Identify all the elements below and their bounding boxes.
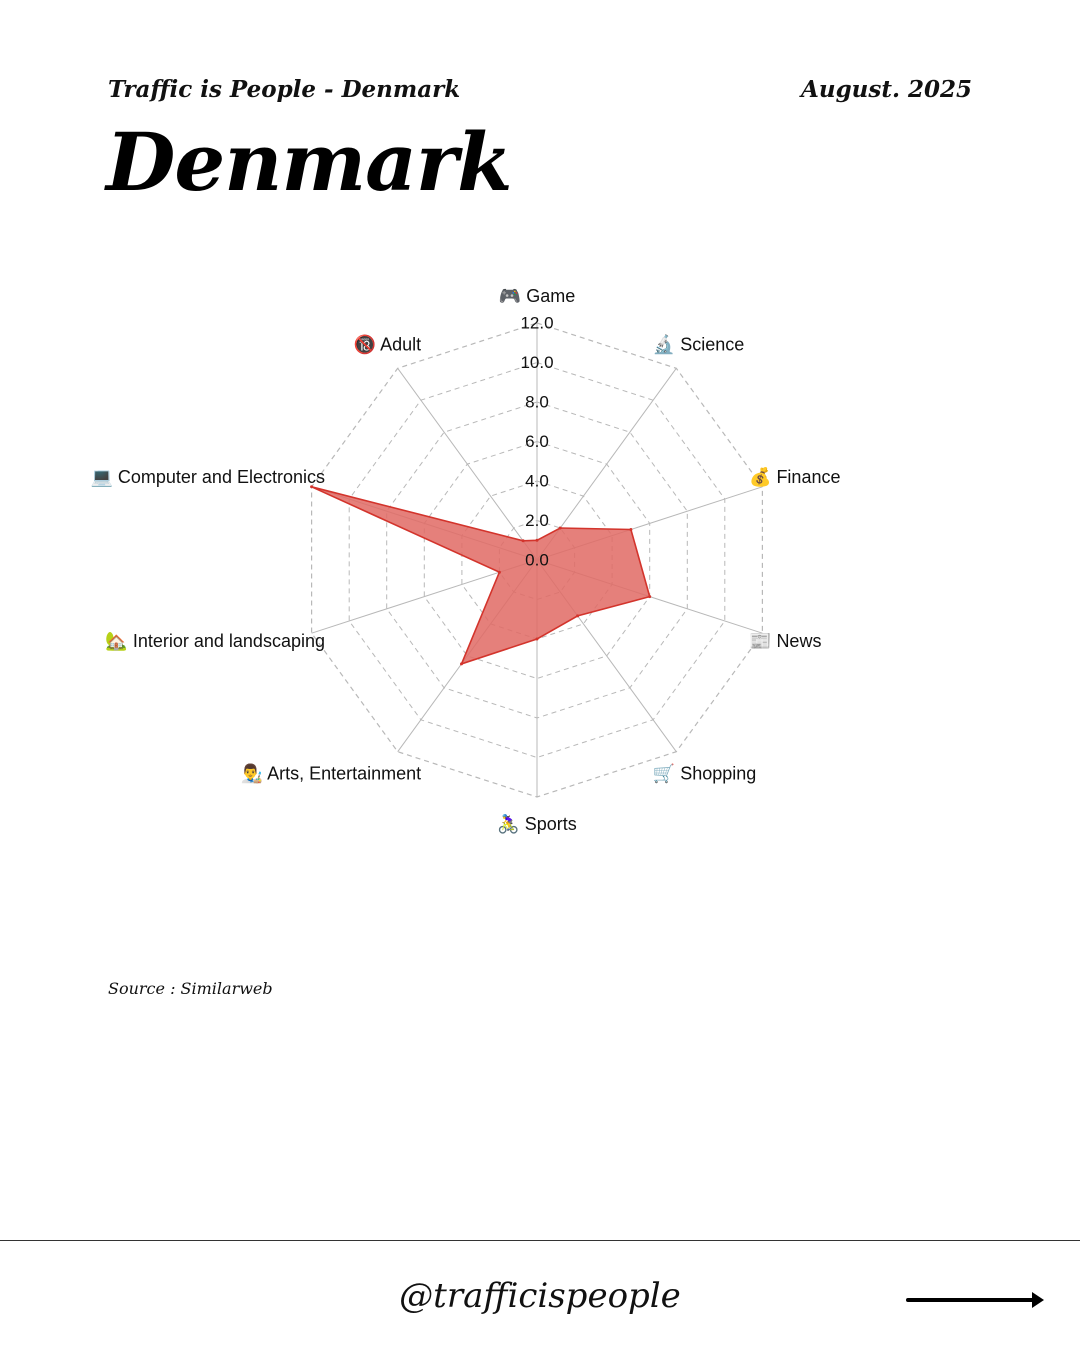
radar-axis-label-finance: 💰 Finance — [749, 466, 840, 488]
axis-label-text: Science — [680, 334, 744, 354]
radar-axis-label-computer-and-electronics: 💻 Computer and Electronics — [90, 467, 325, 487]
axis-label-text: Arts, Entertainment — [267, 763, 421, 783]
radar-axis-label-sports: 🚴‍♀️ Sports — [497, 813, 576, 834]
axis-label-text: Adult — [380, 334, 421, 354]
axis-label-text: Sports — [525, 814, 577, 834]
axis-label-text: Shopping — [680, 763, 756, 783]
axis-label-text: Interior and landscaping — [133, 631, 325, 651]
radar-data-point — [521, 539, 525, 543]
footer-divider — [0, 1240, 1080, 1241]
axis-emoji-icon: 🚴‍♀️ — [497, 813, 519, 834]
radar-axis-label-adult: 🔞 Adult — [354, 333, 421, 354]
radar-grid-ring — [348, 361, 726, 759]
radar-axis-label-game: 🎮 Game — [499, 286, 575, 306]
radar-data-point — [535, 637, 539, 641]
page-title: Denmark — [106, 115, 512, 209]
radar-axis-label-shopping: 🛒 Shopping — [653, 762, 757, 783]
radar-tick-label: 8.0 — [525, 392, 549, 411]
radar-tick-label: 6.0 — [525, 432, 549, 451]
axis-emoji-icon: 📰 — [749, 631, 771, 651]
radar-data — [310, 485, 652, 666]
radar-spoke — [397, 368, 538, 561]
radar-data-point — [648, 595, 652, 599]
axis-emoji-icon: 🔞 — [354, 333, 376, 354]
radar-data-point — [460, 662, 463, 666]
axis-label-text: Finance — [776, 467, 840, 487]
axis-emoji-icon: 🎮 — [499, 286, 521, 306]
axis-label-text: Computer and Electronics — [118, 467, 325, 487]
header-date: August. 2025 — [801, 76, 972, 103]
radar-ticks: 0.0 2.0 4.0 6.0 8.0 10.0 12.0 — [520, 313, 553, 569]
header-series-title: Traffic is People - Denmark — [108, 76, 461, 103]
axis-label-text: Game — [526, 286, 575, 306]
axis-emoji-icon: 💻 — [90, 467, 112, 487]
radar-data-point — [558, 526, 562, 530]
radar-data-point — [310, 485, 314, 489]
radar-tick-label: 0.0 — [525, 550, 549, 569]
footer-handle: @trafficispeople — [399, 1276, 681, 1316]
radar-chart: 0.0 2.0 4.0 6.0 8.0 10.0 12.0 🎮 Game 🔬 Science 💰… — [90, 286, 840, 834]
radar-tick-label: 2.0 — [525, 511, 549, 530]
radar-axis-label-arts-entertainment: 👨‍🎨 Arts, Entertainment — [241, 762, 422, 783]
radar-series-area — [311, 486, 651, 666]
radar-data-point — [535, 538, 539, 542]
radar-tick-label: 4.0 — [525, 471, 549, 490]
radar-data-point — [576, 614, 580, 618]
radar-data-point — [497, 570, 501, 574]
axis-emoji-icon: 💰 — [749, 466, 771, 488]
axis-emoji-icon: 👨‍🎨 — [241, 762, 264, 783]
axis-emoji-icon: 🔬 — [653, 333, 675, 354]
axis-emoji-icon: 🏡 — [105, 631, 127, 651]
radar-data-point — [629, 528, 633, 531]
radar-tick-label: 12.0 — [520, 313, 553, 332]
radar-axis-label-news: 📰 News — [749, 631, 821, 651]
source-note: Source : Similarweb — [108, 979, 273, 998]
radar-axis-label-science: 🔬 Science — [653, 333, 744, 354]
axis-label-text: News — [776, 631, 821, 651]
radar-tick-label: 10.0 — [520, 353, 553, 372]
radar-axis-labels: 🎮 Game 🔬 Science 💰 Finance 📰 News 🛒 Shopping… — [90, 286, 840, 834]
radar-axis-label-interior-and-landscaping: 🏡 Interior and landscaping — [105, 631, 325, 651]
axis-emoji-icon: 🛒 — [653, 762, 675, 783]
next-arrow-icon[interactable] — [906, 1288, 1048, 1312]
